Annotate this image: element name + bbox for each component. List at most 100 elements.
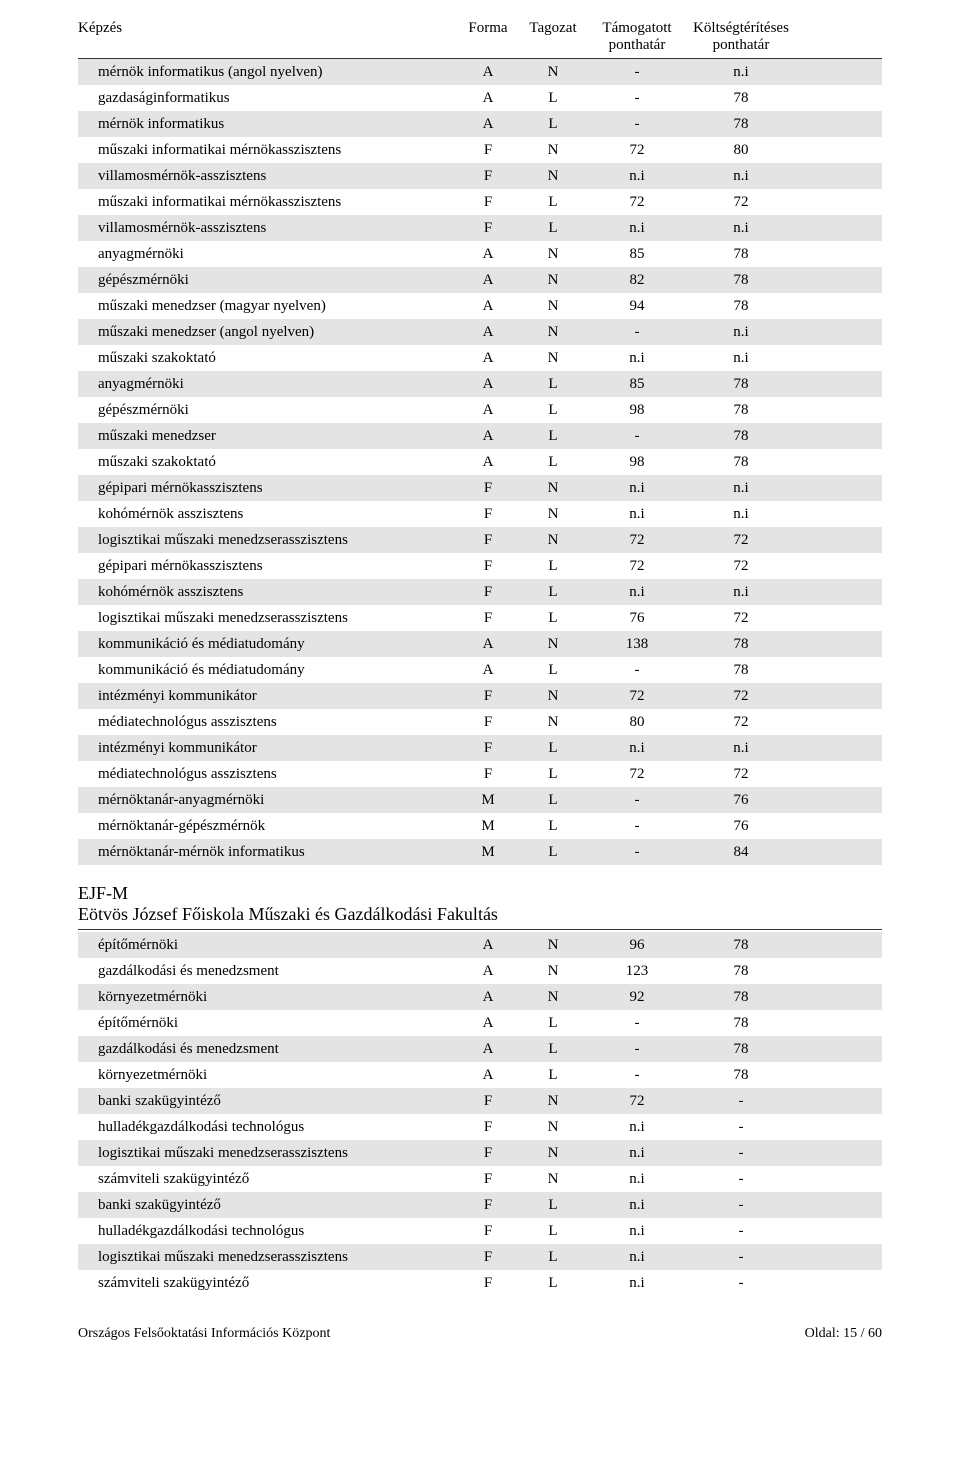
- cell-koltseg: 78: [686, 298, 796, 315]
- cell-koltseg: -: [686, 1197, 796, 1214]
- header-tagozat: Tagozat: [518, 20, 588, 37]
- cell-kepzes: gazdaságinformatikus: [78, 90, 458, 107]
- cell-tagozat: N: [518, 989, 588, 1006]
- cell-tagozat: N: [518, 64, 588, 81]
- table-row: kommunikáció és médiatudományAN13878: [78, 631, 882, 657]
- cell-tamogatott: n.i: [588, 1275, 686, 1292]
- cell-tagozat: N: [518, 480, 588, 497]
- cell-kepzes: építőmérnöki: [78, 1015, 458, 1032]
- cell-tamogatott: -: [588, 324, 686, 341]
- cell-kepzes: műszaki menedzser (angol nyelven): [78, 324, 458, 341]
- table-row: logisztikai műszaki menedzserasszisztens…: [78, 605, 882, 631]
- cell-tamogatott: n.i: [588, 1197, 686, 1214]
- cell-forma: F: [458, 688, 518, 705]
- table-row: gépipari mérnökasszisztensFNn.in.i: [78, 475, 882, 501]
- header-kepzes: Képzés: [78, 20, 458, 37]
- cell-forma: M: [458, 792, 518, 809]
- section-fullname: Eötvös József Főiskola Műszaki és Gazdál…: [78, 904, 882, 925]
- cell-forma: A: [458, 324, 518, 341]
- cell-tamogatott: 98: [588, 402, 686, 419]
- cell-koltseg: 78: [686, 963, 796, 980]
- table-row: intézményi kommunikátorFLn.in.i: [78, 735, 882, 761]
- cell-tagozat: L: [518, 818, 588, 835]
- cell-koltseg: 78: [686, 662, 796, 679]
- cell-tamogatott: -: [588, 792, 686, 809]
- cell-tamogatott: 72: [588, 766, 686, 783]
- cell-tamogatott: -: [588, 818, 686, 835]
- table-row: logisztikai műszaki menedzserasszisztens…: [78, 1140, 882, 1166]
- cell-koltseg: 78: [686, 376, 796, 393]
- cell-forma: F: [458, 766, 518, 783]
- cell-koltseg: n.i: [686, 168, 796, 185]
- cell-tagozat: N: [518, 963, 588, 980]
- cell-tagozat: N: [518, 937, 588, 954]
- cell-tagozat: N: [518, 506, 588, 523]
- cell-kepzes: gazdálkodási és menedzsment: [78, 1041, 458, 1058]
- cell-kepzes: kohómérnök asszisztens: [78, 506, 458, 523]
- section-heading: EJF-M Eötvös József Főiskola Műszaki és …: [78, 883, 882, 930]
- table-row: gépipari mérnökasszisztensFL7272: [78, 553, 882, 579]
- table-row: gépészmérnökiAL9878: [78, 397, 882, 423]
- cell-forma: F: [458, 1249, 518, 1266]
- cell-forma: F: [458, 1275, 518, 1292]
- cell-tagozat: N: [518, 532, 588, 549]
- cell-koltseg: 78: [686, 1015, 796, 1032]
- cell-tamogatott: n.i: [588, 1249, 686, 1266]
- cell-tagozat: N: [518, 272, 588, 289]
- table-row: mérnök informatikusAL-78: [78, 111, 882, 137]
- cell-tamogatott: n.i: [588, 1119, 686, 1136]
- cell-tamogatott: 82: [588, 272, 686, 289]
- header-koltseg: Költségtérítéses ponthatár: [686, 20, 796, 54]
- cell-koltseg: n.i: [686, 480, 796, 497]
- cell-forma: A: [458, 1015, 518, 1032]
- cell-tagozat: L: [518, 610, 588, 627]
- cell-koltseg: 78: [686, 636, 796, 653]
- cell-koltseg: 78: [686, 428, 796, 445]
- cell-tagozat: N: [518, 1145, 588, 1162]
- footer-right: Oldal: 15 / 60: [805, 1326, 882, 1342]
- cell-kepzes: kommunikáció és médiatudomány: [78, 662, 458, 679]
- cell-tagozat: N: [518, 1119, 588, 1136]
- table-row: hulladékgazdálkodási technológusFNn.i-: [78, 1114, 882, 1140]
- cell-kepzes: intézményi kommunikátor: [78, 688, 458, 705]
- cell-forma: F: [458, 1119, 518, 1136]
- cell-forma: A: [458, 1067, 518, 1084]
- cell-tamogatott: 72: [588, 688, 686, 705]
- cell-forma: A: [458, 636, 518, 653]
- cell-koltseg: -: [686, 1145, 796, 1162]
- table-row: mérnöktanár-anyagmérnökiML-76: [78, 787, 882, 813]
- cell-tagozat: N: [518, 142, 588, 159]
- cell-kepzes: műszaki informatikai mérnökasszisztens: [78, 142, 458, 159]
- cell-kepzes: anyagmérnöki: [78, 246, 458, 263]
- cell-forma: F: [458, 714, 518, 731]
- cell-forma: F: [458, 558, 518, 575]
- cell-forma: A: [458, 402, 518, 419]
- cell-tagozat: N: [518, 324, 588, 341]
- cell-kepzes: banki szakügyintéző: [78, 1197, 458, 1214]
- table-row: kommunikáció és médiatudományAL-78: [78, 657, 882, 683]
- table-row: banki szakügyintézőFN72-: [78, 1088, 882, 1114]
- table-row: műszaki menedzserAL-78: [78, 423, 882, 449]
- cell-kepzes: médiatechnológus asszisztens: [78, 714, 458, 731]
- cell-tamogatott: -: [588, 1015, 686, 1032]
- cell-tagozat: L: [518, 1067, 588, 1084]
- cell-forma: F: [458, 610, 518, 627]
- cell-tamogatott: n.i: [588, 350, 686, 367]
- cell-forma: A: [458, 64, 518, 81]
- cell-kepzes: logisztikai műszaki menedzserasszisztens: [78, 1145, 458, 1162]
- cell-kepzes: logisztikai műszaki menedzserasszisztens: [78, 532, 458, 549]
- cell-kepzes: környezetmérnöki: [78, 1067, 458, 1084]
- cell-kepzes: logisztikai műszaki menedzserasszisztens: [78, 1249, 458, 1266]
- table-row: számviteli szakügyintézőFNn.i-: [78, 1166, 882, 1192]
- cell-forma: F: [458, 1145, 518, 1162]
- table-row: logisztikai műszaki menedzserasszisztens…: [78, 527, 882, 553]
- cell-koltseg: 80: [686, 142, 796, 159]
- cell-tagozat: L: [518, 220, 588, 237]
- cell-koltseg: -: [686, 1093, 796, 1110]
- cell-tamogatott: n.i: [588, 1145, 686, 1162]
- table-row: műszaki menedzser (magyar nyelven)AN9478: [78, 293, 882, 319]
- footer-left: Országos Felsőoktatási Információs Közpo…: [78, 1326, 330, 1342]
- table-row: mérnök informatikus (angol nyelven)AN-n.…: [78, 59, 882, 85]
- table-row: hulladékgazdálkodási technológusFLn.i-: [78, 1218, 882, 1244]
- cell-koltseg: 78: [686, 246, 796, 263]
